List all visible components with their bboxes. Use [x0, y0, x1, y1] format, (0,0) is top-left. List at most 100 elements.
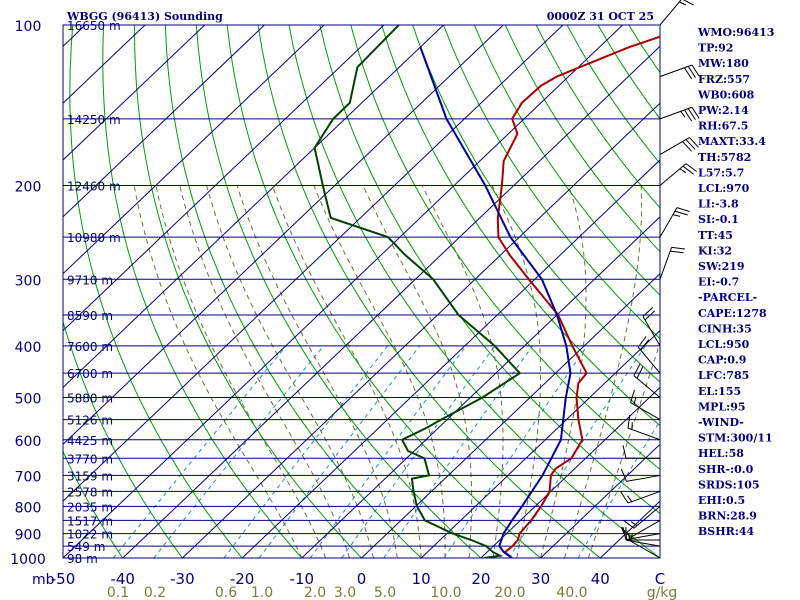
dry-adiabat-line [195, 25, 482, 558]
isotherm-line [122, 45, 660, 558]
mixing-ratio-tick-label: 3.0 [334, 585, 356, 600]
mixing-ratio-line [223, 345, 388, 558]
wind-barb [620, 527, 661, 541]
dry-adiabat-line [102, 25, 303, 558]
moist-adiabat-line [421, 185, 504, 558]
stability-index-entry: FRZ:557 [698, 73, 750, 86]
stability-index-entry: EL:155 [698, 385, 741, 398]
dry-adiabat-line [257, 25, 601, 558]
mixing-ratio-tick-label: 5.0 [374, 585, 396, 600]
isotherm-line [63, 25, 325, 275]
isotherm-line [361, 273, 660, 558]
temperature-profile-line [496, 35, 660, 558]
isotherm-line [241, 159, 660, 558]
stability-index-entry: EHI:0.5 [698, 494, 745, 507]
height-label: 4425 m [67, 434, 113, 448]
pressure-tick-label: 500 [15, 392, 42, 408]
temperature-tick-label: 10 [412, 570, 431, 588]
stability-index-entry: HEL:58 [698, 447, 744, 460]
pressure-tick-label: 700 [15, 469, 42, 485]
height-label: 3770 m [67, 452, 113, 466]
isotherm-line [63, 25, 623, 558]
dewpoint-profile-line [313, 25, 522, 558]
wind-barb [659, 64, 700, 80]
stability-indices-panel: WMO:96413 TP:92 MW:180 FRZ:557 WB0:608 PW:2.1… [697, 26, 774, 538]
height-label: 14250 m [67, 113, 121, 127]
stability-index-entry: MW:180 [698, 57, 749, 70]
temperature-tick-label: 0 [357, 570, 367, 588]
isotherm-line [63, 25, 564, 502]
isotherm-line [301, 216, 660, 558]
height-label: 12460 m [67, 179, 121, 193]
mixing-ratio-line [153, 345, 324, 558]
stability-index-entry: SRDS:105 [698, 478, 760, 491]
height-label: 5880 m [67, 392, 113, 406]
pressure-tick-label: 900 [15, 528, 42, 544]
temperature-tick-label: 20 [471, 570, 490, 588]
moist-adiabat-line [271, 185, 422, 558]
height-label: 16650 m [67, 19, 121, 33]
mixing-ratio-line [258, 345, 421, 558]
stability-index-entry: L57:5.7 [698, 166, 744, 179]
isotherm-line [540, 443, 660, 558]
stability-index-entry: CAPE:1278 [698, 307, 767, 320]
dry-adiabat-line [566, 25, 660, 165]
wind-barb [620, 490, 661, 504]
wind-barb [627, 414, 661, 441]
chart-title: WBGG (96413) Sounding [66, 10, 223, 23]
height-label: 3159 m [67, 469, 113, 483]
stability-index-entry: LCL:950 [698, 338, 750, 351]
dry-adiabat-line [753, 25, 800, 558]
temperature-tick-label: 30 [531, 570, 550, 588]
moist-adiabat-line [564, 185, 642, 558]
wind-barb [633, 363, 661, 398]
stability-index-entry: -PARCEL- [698, 291, 757, 304]
wind-barbs [620, 0, 700, 559]
isotherm-line [182, 102, 660, 558]
height-label: 1517 m [67, 514, 113, 528]
stability-index-entry: STM:300/11 [698, 432, 773, 445]
pressure-tick-label: 400 [15, 340, 42, 356]
mixing-ratio-tick-label: 40.0 [556, 585, 587, 600]
stability-index-entry: WMO:96413 [697, 26, 774, 39]
temperature-tick-label: -40 [110, 570, 135, 588]
isotherm-line [420, 329, 660, 558]
pressure-tick-label: 800 [15, 500, 42, 516]
stability-index-entry: MPL:95 [698, 400, 746, 413]
mixing-ratio-tick-label: 0.2 [144, 585, 166, 600]
wind-barb [659, 246, 685, 280]
pressure-unit-label: mb [32, 572, 55, 588]
stability-index-entry: BSHR:44 [698, 525, 754, 538]
height-label: 10980 m [67, 231, 121, 245]
temperature-tick-label: -30 [170, 570, 195, 588]
pressure-tick-labels: 100 200 300 400 500 600 700 800 900 1000 [10, 19, 46, 568]
isotherm-line [480, 386, 660, 558]
temperature-tick-label: C [655, 570, 665, 588]
height-labels: 16650 m 14250 m 12460 m 10980 m 9710 m 8590 m… [67, 19, 121, 566]
isotherm-line [63, 25, 206, 161]
stability-index-entry: TP:92 [698, 42, 733, 55]
pressure-tick-label: 600 [15, 434, 42, 450]
stability-index-entry: WB0:608 [697, 88, 755, 101]
mixing-ratio-tick-label: 1.0 [251, 585, 273, 600]
temperature-tick-label: -50 [51, 570, 76, 588]
mixing-ratio-tick-label: 0.6 [215, 585, 237, 600]
parcel-profile-line [419, 46, 572, 558]
wind-barb [659, 137, 699, 155]
mixing-ratio-line [577, 420, 660, 558]
pressure-tick-label: 1000 [10, 552, 46, 568]
dry-adiabat-line [134, 25, 362, 558]
mixing-ratio-tick-label: 10.0 [430, 585, 461, 600]
height-label: 6700 m [67, 367, 113, 381]
stability-index-entry: TH:5782 [698, 151, 751, 164]
isotherm-line [63, 25, 265, 218]
temperature-tick-labels: -50 -40 -30 -20 -10 0 10 20 30 40 C [51, 570, 665, 588]
stability-index-entry: MAXT:33.4 [698, 135, 766, 148]
temperature-tick-label: -10 [290, 570, 315, 588]
mixing-ratio-line [309, 345, 467, 558]
wind-barb [630, 389, 661, 421]
mixing-ratio-tick-label: 2.0 [304, 585, 326, 600]
dry-adiabat-line [164, 25, 422, 558]
wind-barb [622, 505, 661, 529]
